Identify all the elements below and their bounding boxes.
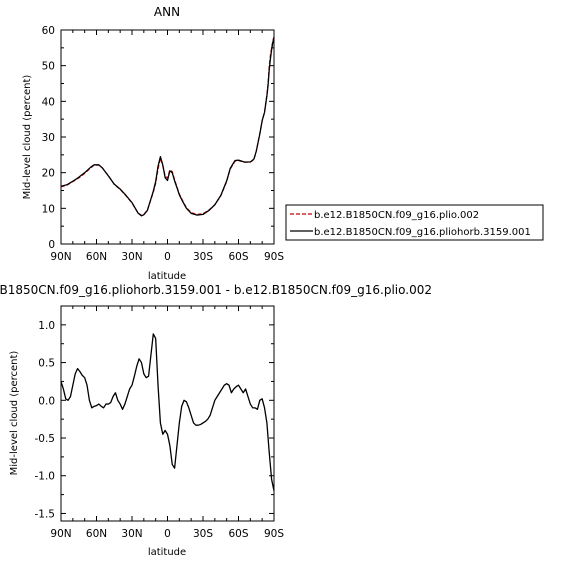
top-y-tick-label: 20 [42,168,55,180]
legend-box [285,204,544,241]
top-x-tick-label: 60S [228,251,248,263]
top-x-tick-label: 60N [86,251,107,263]
legend-entry-plio: b.e12.B1850CN.f09_g16.plio.002 [314,210,479,221]
legend: b.e12.B1850CN.f09_g16.plio.002 b.e12.B18… [285,204,544,241]
top-y-tick-label: 30 [42,132,55,144]
legend-entry-pliohorb: b.e12.B1850CN.f09_g16.pliohorb.3159.001 [314,227,531,238]
bottom-chart: b.e12.B1850CN.f09_g16.pliohorb.3159.001 … [0,283,432,558]
top-series-line-0 [60,36,275,217]
bottom-y-tick-label: -1.5 [35,508,56,520]
bottom-x-tick-label: 60S [228,528,248,540]
top-y-axis-label: Mid-level cloud (percent) [22,75,33,200]
top-axis-ticks: 90N 60N 30N 0 30S 60S 90S 0 10 20 30 40 50 60 [42,25,285,263]
bottom-x-tick-label: 30S [193,528,213,540]
bottom-axis-ticks: 90N 60N 30N 0 30S 60S 90S -1.5 -1.0 -0.5 0.0 0.5 1.0 [35,306,284,540]
top-series-line-1 [60,36,275,217]
top-plot-frame [60,29,275,245]
bottom-series-line-0 [60,333,275,491]
bottom-x-axis-label: latitude [148,547,186,558]
top-chart-title: ANN [154,5,180,19]
top-y-tick-label: 40 [42,96,55,108]
top-x-tick-label: 90S [264,251,284,263]
top-y-tick-label: 0 [48,239,55,251]
bottom-plot-frame [60,305,275,522]
bottom-y-tick-label: -0.5 [35,433,56,445]
bottom-y-tick-label: 0.0 [38,395,55,407]
bottom-x-tick-label: 30N [121,528,142,540]
bottom-x-tick-label: 90S [264,528,284,540]
bottom-series-group [60,333,275,491]
bottom-chart-title: b.e12.B1850CN.f09_g16.pliohorb.3159.001 … [0,283,432,297]
top-chart: ANN 90N 60N 30N 0 30S 60S 90S 0 10 20 30 40 50 60 lat… [22,5,284,282]
top-series-group [60,36,275,217]
top-y-tick-label: 60 [42,25,55,37]
bottom-y-axis-label: Mid-level cloud (percent) [9,351,20,476]
top-x-tick-label: 0 [164,251,171,263]
top-x-axis-label: latitude [148,271,186,282]
bottom-x-tick-label: 0 [164,528,171,540]
bottom-x-tick-label: 60N [86,528,107,540]
top-x-tick-label: 30S [193,251,213,263]
bottom-y-tick-label: -1.0 [35,471,56,483]
bottom-x-tick-label: 90N [50,528,71,540]
top-y-tick-label: 50 [42,61,55,73]
top-x-tick-label: 30N [121,251,142,263]
top-y-tick-label: 10 [42,203,55,215]
bottom-y-tick-label: 1.0 [38,320,55,332]
top-x-tick-label: 90N [50,251,71,263]
bottom-y-tick-label: 0.5 [38,358,55,370]
